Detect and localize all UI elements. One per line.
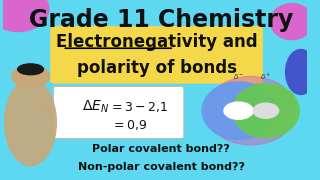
Text: $\Delta E_N$: $\Delta E_N$ bbox=[82, 99, 109, 115]
Circle shape bbox=[224, 102, 253, 119]
Ellipse shape bbox=[232, 84, 299, 138]
Text: $= 3 - 2{,}1$: $= 3 - 2{,}1$ bbox=[109, 100, 169, 114]
Ellipse shape bbox=[270, 4, 313, 40]
Circle shape bbox=[253, 103, 279, 118]
Circle shape bbox=[12, 65, 49, 88]
FancyBboxPatch shape bbox=[50, 26, 263, 84]
Text: $\delta^+$: $\delta^+$ bbox=[260, 71, 272, 82]
Text: Polar covalent bond??: Polar covalent bond?? bbox=[92, 143, 230, 154]
Text: polarity of bonds: polarity of bonds bbox=[76, 58, 236, 76]
Ellipse shape bbox=[285, 50, 316, 94]
Text: Electronegativity and: Electronegativity and bbox=[56, 33, 257, 51]
Text: $= 0{,}9$: $= 0{,}9$ bbox=[111, 118, 147, 132]
Ellipse shape bbox=[202, 82, 275, 140]
Ellipse shape bbox=[205, 76, 296, 145]
FancyBboxPatch shape bbox=[53, 86, 184, 139]
Ellipse shape bbox=[5, 79, 56, 166]
Ellipse shape bbox=[18, 64, 44, 75]
Text: Non-polar covalent bond??: Non-polar covalent bond?? bbox=[78, 161, 244, 172]
Circle shape bbox=[44, 106, 51, 110]
Ellipse shape bbox=[0, 0, 49, 31]
Text: $\delta^-$: $\delta^-$ bbox=[233, 72, 244, 81]
Text: Grade 11 Chemistry: Grade 11 Chemistry bbox=[29, 8, 293, 32]
